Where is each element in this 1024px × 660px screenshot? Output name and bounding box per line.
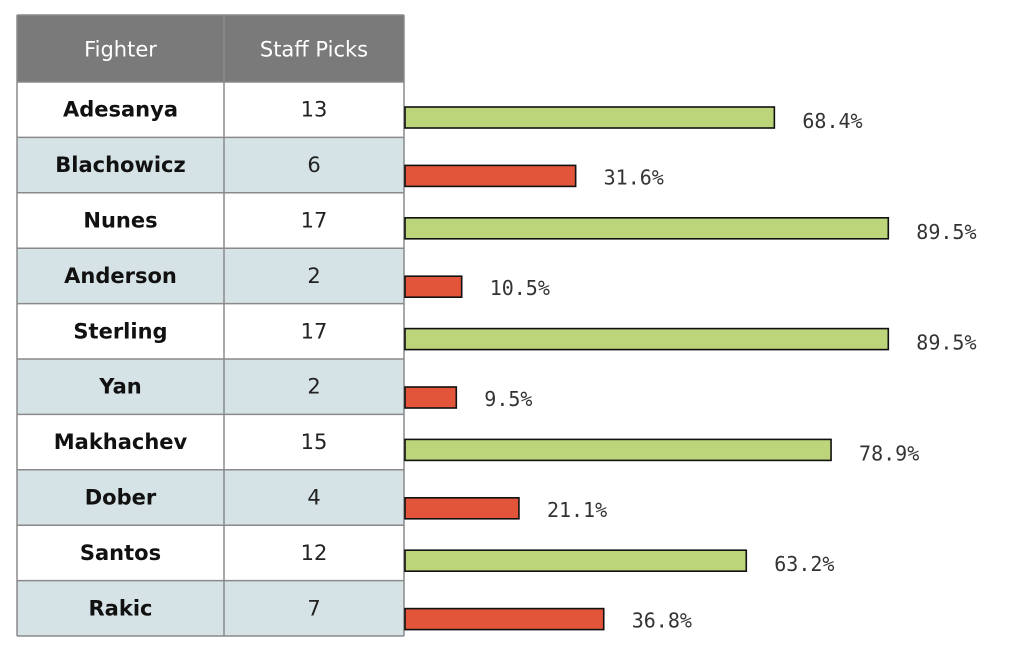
- row-background: [17, 580, 404, 636]
- row-background: [17, 359, 404, 415]
- row-background: [17, 525, 404, 581]
- percent-label: 36.8%: [632, 609, 692, 633]
- bar-group: 36.8%: [404, 607, 692, 633]
- table-row: Nunes 17: [17, 192, 404, 249]
- bar-group: 9.5%: [404, 386, 532, 411]
- fighter-name: Nunes: [83, 209, 157, 233]
- bar-group: 68.4%: [404, 106, 863, 133]
- table-row: Yan 2: [17, 359, 404, 415]
- staff-pick-count: 13: [301, 98, 328, 122]
- staff-pick-count: 12: [301, 541, 328, 565]
- staff-pick-count: 17: [301, 209, 328, 233]
- staff-pick-count: 17: [301, 319, 328, 343]
- table-row: Rakic 7: [17, 580, 404, 636]
- table-row: Adesanya 13: [17, 82, 404, 138]
- staff-pick-count: 4: [307, 486, 320, 510]
- percent-label: 89.5%: [916, 331, 976, 355]
- table-row: Blachowicz 6: [17, 137, 404, 193]
- table-header: [17, 15, 404, 82]
- header-fighter: Fighter: [84, 38, 157, 62]
- table-row: Sterling 17: [17, 303, 404, 359]
- underdog-bar: [404, 275, 463, 299]
- favorite-bar: [404, 106, 776, 129]
- table-row: Makhachev 15: [17, 414, 404, 470]
- staff-pick-count: 2: [307, 264, 320, 288]
- table-row: Santos 12: [17, 525, 404, 581]
- fighter-name: Sterling: [73, 319, 167, 343]
- favorite-bar: [404, 217, 890, 240]
- row-background: [17, 303, 404, 359]
- table-grid: [16, 14, 405, 637]
- percent-label: 89.5%: [916, 220, 976, 244]
- row-background: [17, 192, 404, 249]
- staff-pick-count: 2: [307, 375, 320, 399]
- fighter-name: Yan: [98, 375, 141, 399]
- bar-group: 21.1%: [404, 496, 607, 522]
- staff-pick-count: 7: [307, 596, 320, 620]
- table-row: Anderson 2: [17, 248, 404, 304]
- bar-group: 10.5%: [404, 275, 550, 300]
- fighter-name: Dober: [85, 486, 157, 510]
- fighter-name: Makhachev: [54, 430, 188, 454]
- row-background: [17, 82, 404, 138]
- percent-label: 21.1%: [547, 498, 607, 522]
- table-row: Dober 4: [17, 469, 404, 526]
- staff-pick-count: 6: [307, 153, 320, 177]
- bar-group: 89.5%: [404, 327, 977, 355]
- fighter-name: Adesanya: [63, 98, 178, 122]
- row-background: [17, 137, 404, 193]
- bar-group: 89.5%: [404, 217, 977, 244]
- bar-group: 63.2%: [404, 549, 834, 576]
- row-background: [17, 248, 404, 304]
- percent-label: 31.6%: [604, 165, 664, 189]
- fighter-name: Santos: [80, 541, 161, 565]
- percent-label: 68.4%: [802, 109, 862, 133]
- bar-group: 31.6%: [404, 164, 664, 189]
- underdog-bar: [404, 386, 458, 409]
- favorite-bar: [404, 327, 890, 351]
- percent-label: 9.5%: [484, 387, 532, 411]
- underdog-bar: [404, 607, 605, 631]
- bar-chart-area: 68.4% 31.6% 89.5% 10.5% 89.5% 9.5% 78.9% 21.1% 6…: [404, 106, 977, 633]
- underdog-bar: [404, 164, 577, 188]
- fighter-name: Anderson: [64, 264, 177, 288]
- fighter-name: Rakic: [89, 596, 153, 620]
- percent-label: 10.5%: [490, 276, 550, 300]
- row-background: [17, 469, 404, 526]
- fighter-name: Blachowicz: [55, 153, 185, 177]
- favorite-bar: [404, 549, 748, 573]
- staff-pick-count: 15: [301, 430, 328, 454]
- underdog-bar: [404, 496, 520, 520]
- percent-label: 78.9%: [859, 441, 919, 465]
- bar-group: 78.9%: [404, 438, 919, 465]
- picks-table: Fighter Staff Picks Adesanya 13 Blachowicz 6 N…: [16, 14, 405, 637]
- header-staff-picks: Staff Picks: [260, 38, 368, 62]
- percent-label: 63.2%: [774, 552, 834, 576]
- row-background: [17, 414, 404, 470]
- favorite-bar: [404, 438, 832, 462]
